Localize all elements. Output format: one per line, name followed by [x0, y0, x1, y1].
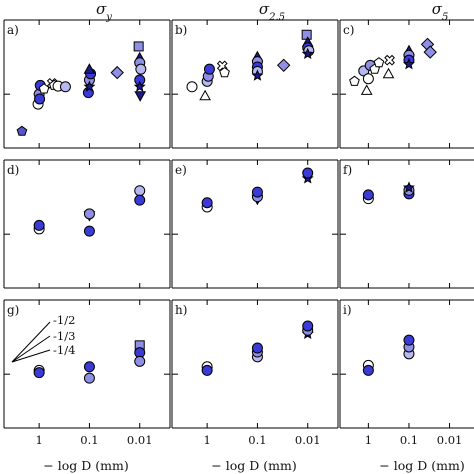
x-tick-label: 1	[35, 433, 42, 447]
data-point-circle	[134, 194, 146, 206]
data-point-circle	[83, 225, 95, 237]
x-axis-title-2: − log D (mm)	[211, 458, 296, 473]
data-point-circle	[134, 185, 146, 197]
column-titles: σy σ2.5 σ5	[96, 0, 448, 23]
data-point-triangle-up	[83, 63, 96, 74]
data-point-circle	[362, 364, 374, 376]
panel-b: b)	[171, 19, 339, 149]
data-point-circle	[302, 167, 314, 179]
data-point-circle	[362, 189, 374, 201]
data-point-star	[133, 80, 146, 92]
slope-label: -1/4	[53, 343, 75, 357]
panel-label: g)	[7, 303, 19, 317]
panel-label: e)	[175, 163, 187, 177]
data-point-square	[133, 41, 144, 52]
panel-d: d)	[3, 159, 171, 289]
data-point-triangle-down	[134, 91, 147, 102]
x-tick-label: 0.01	[295, 433, 321, 447]
panel-c: c)	[339, 19, 474, 149]
data-point-circle	[403, 334, 415, 346]
data-point-circle	[186, 81, 198, 93]
x-tick-label: 0.01	[127, 433, 153, 447]
data-point-circle	[59, 81, 71, 93]
data-point-triangle-up	[199, 89, 211, 101]
data-point-pentagon	[349, 75, 360, 86]
slope-label: -1/3	[53, 329, 75, 343]
data-point-circle	[34, 93, 46, 105]
data-point-circle	[33, 219, 45, 231]
x-tick-label: 0.1	[80, 433, 98, 447]
data-point-circle	[203, 63, 215, 75]
data-point-diamond	[276, 58, 291, 73]
data-point-pentagon	[16, 125, 28, 136]
x-tick-label: 0.01	[437, 433, 463, 447]
data-point-circle	[251, 342, 263, 354]
slope-guide-line	[11, 335, 51, 363]
data-point-star	[301, 47, 314, 60]
data-point-star	[402, 181, 415, 193]
panel-h: h) 1 0.1 0.01	[171, 299, 339, 447]
x-axis-title-3: − log D (mm)	[379, 458, 464, 473]
data-point-triangle-up	[382, 67, 395, 79]
panel-g: g) 1 0.1 0.01 -1/2 -1/3-1/4	[3, 299, 171, 447]
slope-guide-line	[11, 321, 51, 363]
x-tick-label: 0.1	[248, 433, 266, 447]
column-title-3: σ5	[432, 0, 449, 23]
data-point-circle	[201, 197, 213, 209]
data-point-diamond	[423, 45, 437, 59]
data-point-star	[402, 58, 415, 70]
panel-label: h)	[175, 303, 187, 317]
panel-label: b)	[175, 23, 187, 37]
column-title-1: σy	[96, 0, 112, 23]
data-point-pentagon	[373, 57, 385, 68]
data-point-star	[83, 80, 96, 92]
panel-label: i)	[343, 303, 352, 317]
slope-label: -1/2	[53, 313, 75, 327]
data-point-circle	[134, 355, 146, 367]
panel-f: f)	[339, 159, 474, 289]
x-tick-label: 0.1	[400, 433, 418, 447]
data-point-circle	[33, 367, 45, 379]
column-title-2: σ2.5	[259, 0, 285, 23]
panels: a) b) c) d) e) f) g) 1 0.1 0.01 -1/2 -1/3-1/4 h) 1 0.1…	[3, 19, 474, 447]
data-point-circle	[201, 364, 213, 376]
panel-label: d)	[7, 163, 19, 177]
data-point-circle	[135, 63, 147, 75]
data-point-circle	[251, 186, 263, 198]
data-point-pentagon	[219, 66, 230, 78]
panel-label: a)	[7, 23, 19, 37]
panel-a: a)	[3, 19, 171, 149]
data-point-triangle-up	[360, 84, 373, 95]
x-tick-label: 1	[203, 433, 210, 447]
data-point-cross	[384, 54, 395, 66]
data-point-diamond	[110, 65, 124, 80]
data-point-circle	[83, 361, 95, 373]
x-axis-titles: − log D (mm) − log D (mm) − log D (mm)	[43, 458, 464, 473]
data-point-star	[251, 69, 264, 81]
x-tick-label: 1	[365, 433, 372, 447]
data-point-circle	[302, 320, 314, 332]
panel-e: e)	[171, 159, 339, 289]
x-axis-title-1: − log D (mm)	[43, 458, 128, 473]
slope-guide-line	[11, 349, 51, 363]
panel-label: c)	[343, 23, 354, 37]
data-point-circle	[83, 208, 95, 220]
panel-i: i) 1 0.1 0.01	[339, 299, 474, 447]
data-point-square	[301, 29, 312, 40]
panel-label: f)	[343, 163, 352, 177]
data-point-circle	[362, 73, 374, 85]
data-point-circle	[83, 372, 95, 384]
